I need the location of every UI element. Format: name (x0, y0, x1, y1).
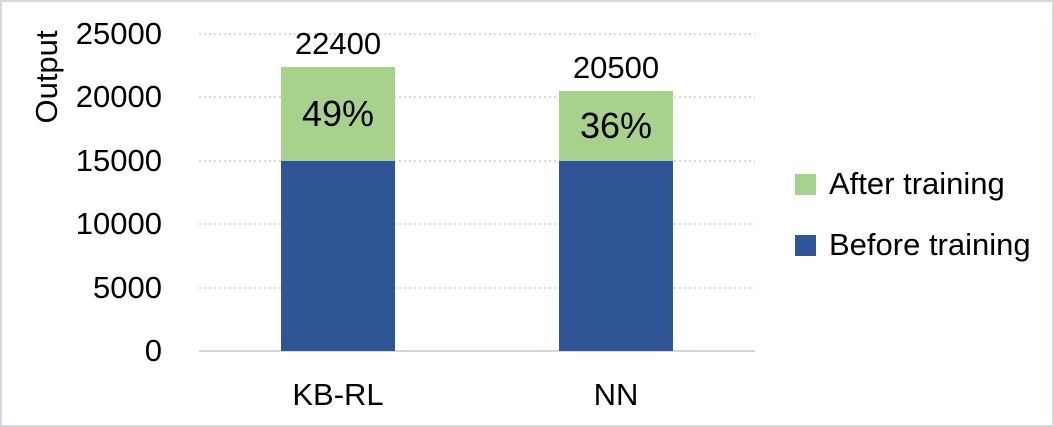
x-axis-line (199, 350, 755, 352)
legend-label: After training (829, 166, 1005, 201)
gridline (199, 33, 755, 35)
legend: After training Before training (795, 166, 1031, 288)
legend-item: Before training (795, 227, 1031, 263)
x-category-label: KB-RL (292, 377, 384, 412)
legend-swatch-icon (795, 234, 816, 256)
bar-before-training (559, 161, 673, 351)
gridline (199, 160, 755, 162)
x-category-label: NN (593, 377, 639, 412)
bar-after-training: 49% (281, 67, 395, 161)
bar-total-label: 20500 (572, 50, 660, 85)
bar-before-training (281, 161, 395, 351)
legend-swatch-icon (795, 173, 816, 195)
y-tick-label: 25000 (75, 16, 162, 51)
y-tick-label: 10000 (75, 206, 162, 241)
bar-after-training: 36% (559, 91, 673, 161)
y-tick-label: 5000 (93, 270, 162, 305)
gridline (199, 287, 755, 289)
bar-percent-label: 49% (301, 93, 375, 134)
y-tick-label: 20000 (75, 79, 162, 114)
y-tick-label: 0 (144, 333, 162, 368)
gridline (199, 223, 755, 225)
gridline (199, 96, 755, 98)
y-tick-label: 15000 (75, 143, 162, 178)
legend-label: Before training (829, 227, 1031, 262)
bar-total-label: 22400 (294, 26, 382, 61)
bar-percent-label: 36% (579, 105, 653, 146)
legend-item: After training (795, 166, 1031, 202)
